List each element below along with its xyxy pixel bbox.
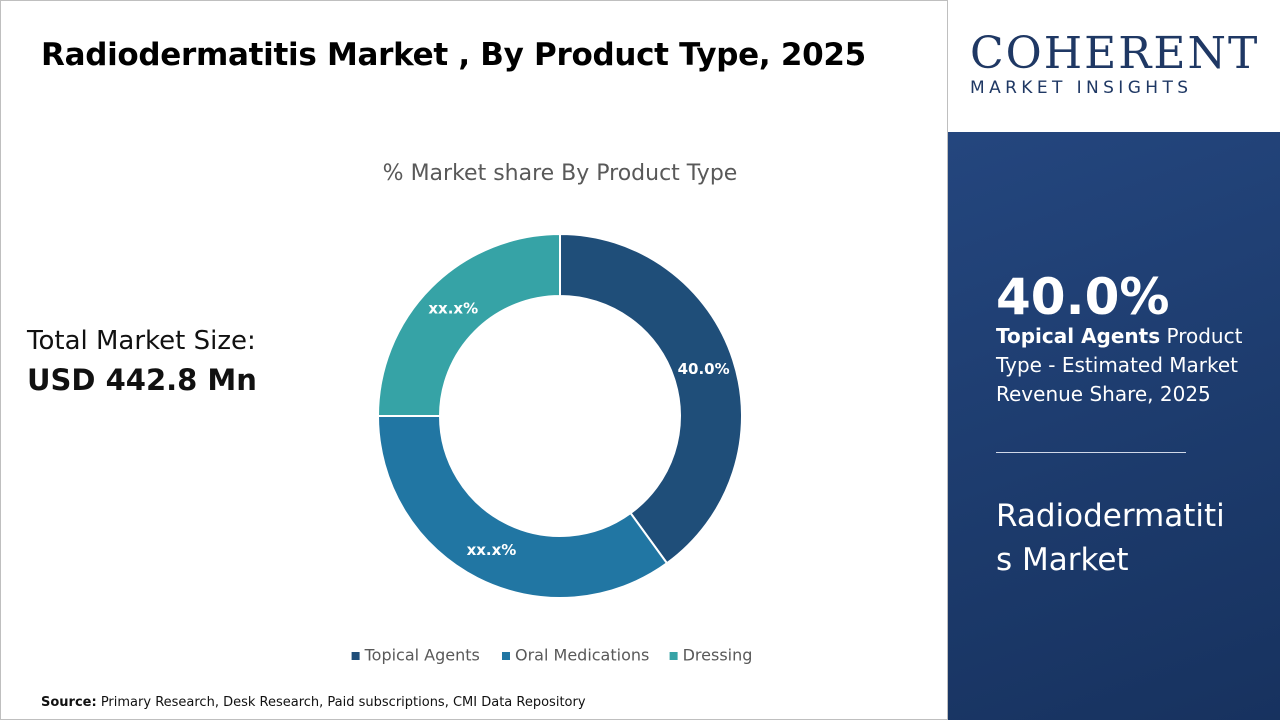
data-label: 40.0% — [678, 360, 730, 378]
legend-label: Oral Medications — [515, 646, 649, 665]
source-label: Source: — [41, 695, 97, 710]
highlight-value: 40.0% — [996, 268, 1170, 326]
legend-label: Topical Agents — [364, 646, 480, 665]
logo-tagline: MARKET INSIGHTS — [970, 78, 1193, 98]
legend-swatch — [351, 652, 360, 660]
highlight-segment: Topical Agents — [996, 324, 1161, 348]
highlight-description: Topical Agents Product Type - Estimated … — [996, 322, 1246, 409]
chart-title: % Market share By Product Type — [383, 161, 738, 186]
side-panel: 40.0% Topical Agents Product Type - Esti… — [948, 132, 1280, 720]
legend-swatch — [502, 652, 510, 660]
page-title: Radiodermatitis Market , By Product Type… — [41, 37, 866, 73]
donut-segment — [559, 232, 743, 565]
legend-label: Dressing — [683, 646, 753, 665]
market-size-value: USD 442.8 Mn — [27, 363, 257, 397]
logo: COHERENT MARKET INSIGHTS — [948, 0, 1280, 132]
source: Source: Primary Research, Desk Research,… — [41, 695, 586, 710]
data-label: xx.x% — [428, 300, 478, 318]
data-label: xx.x% — [467, 541, 517, 559]
highlight-text: Product Type - Estimated Market Revenue … — [996, 324, 1243, 406]
logo-name: COHERENT — [970, 28, 1260, 79]
chart: % Market share By Product Type 40.0% xx.x… — [351, 161, 753, 665]
source-text: Primary Research, Desk Research, Paid su… — [96, 695, 586, 710]
divider — [996, 452, 1186, 453]
legend-swatch — [669, 652, 678, 660]
donut-segment — [376, 232, 561, 417]
market-size-label: Total Market Size: — [27, 326, 256, 356]
donut-segment — [376, 415, 669, 599]
market-name: Radiodermatitis Market — [996, 498, 1225, 578]
main-panel: Radiodermatitis Market , By Product Type… — [0, 0, 948, 720]
